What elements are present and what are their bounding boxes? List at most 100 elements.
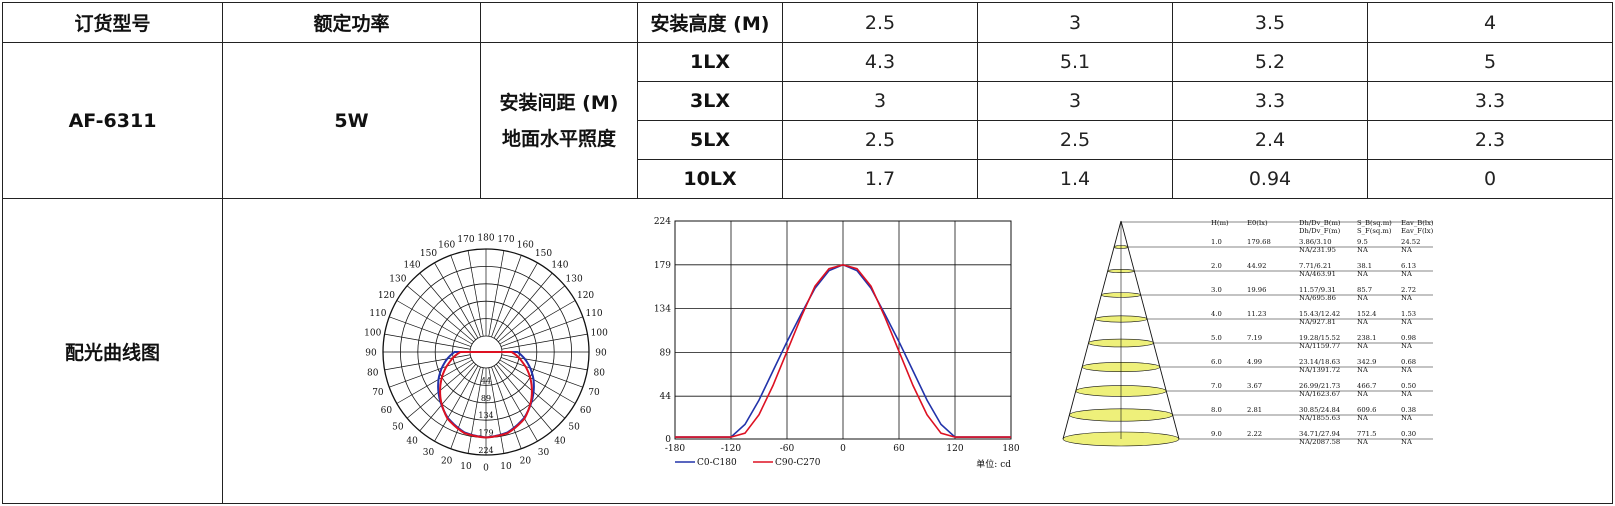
cone-area-f: NA <box>1357 414 1368 422</box>
table-row: 5LX 2.5 2.5 2.4 2.3 <box>3 120 1613 160</box>
polar-spoke <box>450 366 481 449</box>
polar-angle-label: 120 <box>378 291 395 301</box>
x-tick-label: 180 <box>1002 444 1019 454</box>
polar-spoke <box>499 300 576 345</box>
cone-height: 4.0 <box>1211 310 1222 318</box>
y-tick-label: 224 <box>654 217 671 227</box>
polar-angle-label: 140 <box>551 260 568 270</box>
polar-spoke <box>493 262 538 339</box>
polar-angle-label: 160 <box>438 240 455 250</box>
polar-angle-label: 90 <box>595 349 607 359</box>
cone-dh-dv-b: 7.71/6.21 <box>1299 262 1332 270</box>
cone-dh-dv-f: NA/2087.58 <box>1299 438 1340 446</box>
polar-angle-label: 90 <box>365 349 377 359</box>
cone-e0: 2.81 <box>1247 406 1262 414</box>
spacing-cell: 4.3 <box>782 42 978 82</box>
polar-angle-label: 40 <box>406 437 418 447</box>
cone-eav-b: 1.53 <box>1401 310 1416 318</box>
table-row: 10LX 1.7 1.4 0.94 0 <box>3 159 1613 199</box>
cone-dh-dv-b: 30.85/24.84 <box>1299 406 1340 414</box>
polar-angle-label: 40 <box>554 437 566 447</box>
polar-angle-label: 70 <box>372 388 384 398</box>
header-row: 订货型号 额定功率 安装高度 (M) 2.5 3 3.5 4 <box>2 2 1613 43</box>
legend-label-c0: C0-C180 <box>697 458 737 468</box>
polar-angle-label: 20 <box>520 457 532 467</box>
polar-spoke <box>450 255 481 338</box>
curves-label: 配光曲线图 <box>2 198 223 504</box>
cone-eav-b: 0.98 <box>1401 334 1416 342</box>
spacing-cell: 1.7 <box>782 159 978 199</box>
polar-spoke <box>389 316 472 347</box>
cone-eav-f: NA <box>1401 294 1412 302</box>
cone-dh-dv-f: NA/927.81 <box>1299 318 1336 326</box>
polar-radial-label: 134 <box>478 411 493 420</box>
cone-area-f: NA <box>1357 366 1368 374</box>
order-model-header: 订货型号 <box>2 2 223 43</box>
cone-dh-dv-b: 19.28/15.52 <box>1299 334 1340 342</box>
polar-angle-label: 50 <box>392 422 404 432</box>
polar-angle-label: 100 <box>364 329 381 339</box>
polar-spoke <box>467 367 484 454</box>
height-cell: 3 <box>977 2 1173 43</box>
x-tick-label: -60 <box>780 444 795 454</box>
series-line-c90 <box>675 263 1011 438</box>
polar-spoke <box>467 250 484 337</box>
cone-dh-dv-b: 11.57/9.31 <box>1299 286 1336 294</box>
cone-area-f: NA <box>1357 270 1368 278</box>
cone-header: S_F(sq.m) <box>1357 227 1392 235</box>
cone-height: 2.0 <box>1211 262 1222 270</box>
spacing-cell: 0 <box>1367 159 1613 199</box>
spacing-cell: 0.94 <box>1172 159 1368 199</box>
cone-area-f: NA <box>1357 246 1368 254</box>
lux-cell: 1LX <box>637 42 783 82</box>
polar-angle-label: 170 <box>457 235 474 245</box>
cone-area-b: 466.7 <box>1357 382 1376 390</box>
polar-angle-label: 130 <box>566 275 583 285</box>
power-cell: 5W <box>222 42 481 199</box>
x-tick-label: -120 <box>721 444 741 454</box>
polar-curve-c90 <box>439 351 533 439</box>
polar-spoke <box>419 364 476 432</box>
polar-angle-label: 150 <box>420 249 437 259</box>
cone-e0: 2.22 <box>1247 430 1262 438</box>
cone-dh-dv-b: 3.86/3.10 <box>1299 238 1332 246</box>
cone-area-b: 238.1 <box>1357 334 1376 342</box>
cone-eav-f: NA <box>1401 270 1412 278</box>
cone-dh-dv-b: 26.99/21.73 <box>1299 382 1340 390</box>
spacing-cell: 5.2 <box>1172 42 1368 82</box>
polar-angle-label: 20 <box>441 457 453 467</box>
spacing-cell: 2.3 <box>1367 120 1613 160</box>
rated-power-header: 额定功率 <box>222 2 481 43</box>
cone-height: 3.0 <box>1211 286 1222 294</box>
model-cell: AF-6311 <box>2 42 223 199</box>
polar-angle-label: 0 <box>483 464 489 474</box>
unit-label: 单位: cd <box>976 458 1011 470</box>
illuminance-cone-diagram: H(m) E0(lx) Dh/Dv_B(m) S_B(sq.m) Eav_B(lx) Dh… <box>1062 219 1434 447</box>
cone-eav-f: NA <box>1401 390 1412 398</box>
cone-edge-left <box>1062 220 1122 440</box>
illuminance-label: 地面水平照度 <box>501 127 616 150</box>
polar-spoke <box>488 367 505 454</box>
polar-angle-label: 80 <box>367 368 379 378</box>
cone-header: S_B(sq.m) <box>1357 219 1392 227</box>
cone-header: Dh/Dv_B(m) <box>1299 219 1341 227</box>
spacing-label-cell: 安装间距 (M) 地面水平照度 <box>480 42 638 199</box>
polar-angle-label: 140 <box>403 260 420 270</box>
cone-eav-f: NA <box>1401 414 1412 422</box>
x-tick-label: 0 <box>840 444 846 454</box>
cone-dh-dv-b: 34.71/27.94 <box>1299 430 1340 438</box>
cone-e0: 3.67 <box>1247 382 1262 390</box>
cone-dh-dv-f: NA/1391.72 <box>1299 366 1340 374</box>
legend-label-c90: C90-C270 <box>775 458 821 468</box>
cone-e0: 44.92 <box>1247 262 1266 270</box>
candela-line-chart: -180 -120 -60 0 60 120 180 0 44 89 134 179 224 C0-C18… <box>654 217 1020 470</box>
cone-area-b: 152.4 <box>1357 310 1376 318</box>
polar-radial-label: 89 <box>481 394 491 403</box>
polar-spoke <box>493 365 538 442</box>
spacing-cell: 2.5 <box>977 120 1173 160</box>
spacing-label: 安装间距 (M) <box>499 91 619 114</box>
cone-height: 6.0 <box>1211 358 1222 366</box>
spacing-cell: 3.3 <box>1172 81 1368 121</box>
polar-angle-label: 110 <box>585 309 602 319</box>
